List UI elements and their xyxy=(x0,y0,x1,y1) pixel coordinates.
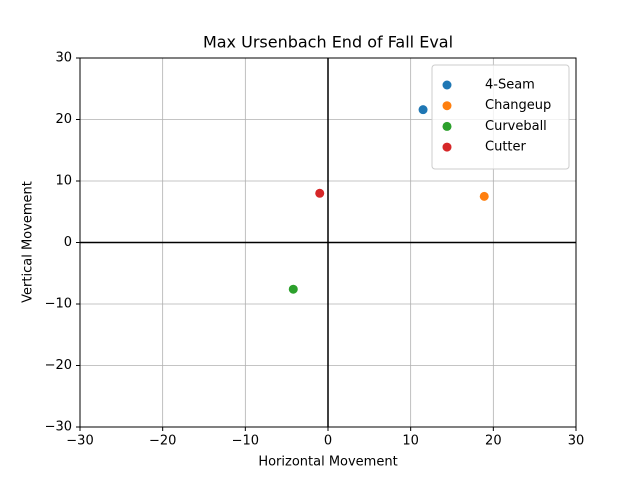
legend-label: Curveball xyxy=(485,119,547,134)
x-axis-label: Horizontal Movement xyxy=(258,455,397,470)
scatter-point xyxy=(315,188,325,198)
x-tick-label: 20 xyxy=(485,434,502,449)
y-tick-label: 20 xyxy=(55,112,72,127)
legend-marker xyxy=(442,101,452,111)
legend-box xyxy=(431,64,570,170)
scatter-point xyxy=(288,284,298,294)
x-tick-label: −10 xyxy=(232,434,259,449)
x-tick-label: 30 xyxy=(568,434,585,449)
plot-frame xyxy=(79,57,577,428)
legend-marker xyxy=(442,80,452,90)
x-tick-label: 10 xyxy=(402,434,419,449)
y-tick-label: 0 xyxy=(64,235,72,250)
legend-label: 4-Seam xyxy=(485,78,535,93)
scatter-point xyxy=(418,105,428,115)
y-tick-label: −30 xyxy=(45,420,72,435)
legend-marker xyxy=(442,142,452,152)
y-tick-label: −10 xyxy=(45,297,72,312)
y-tick-label: −20 xyxy=(45,358,72,373)
legend-marker xyxy=(442,121,452,131)
x-tick-label: −30 xyxy=(66,434,93,449)
x-tick-label: 0 xyxy=(324,434,332,449)
legend-label: Cutter xyxy=(485,140,527,155)
x-tick-label: −20 xyxy=(149,434,176,449)
y-axis-label: Vertical Movement xyxy=(21,181,36,303)
y-tick-label: 10 xyxy=(55,174,72,189)
chart-title: Max Ursenbach End of Fall Eval xyxy=(203,33,453,52)
y-tick-label: 30 xyxy=(55,51,72,66)
legend-label: Changeup xyxy=(485,98,551,113)
scatter-point xyxy=(479,191,489,201)
